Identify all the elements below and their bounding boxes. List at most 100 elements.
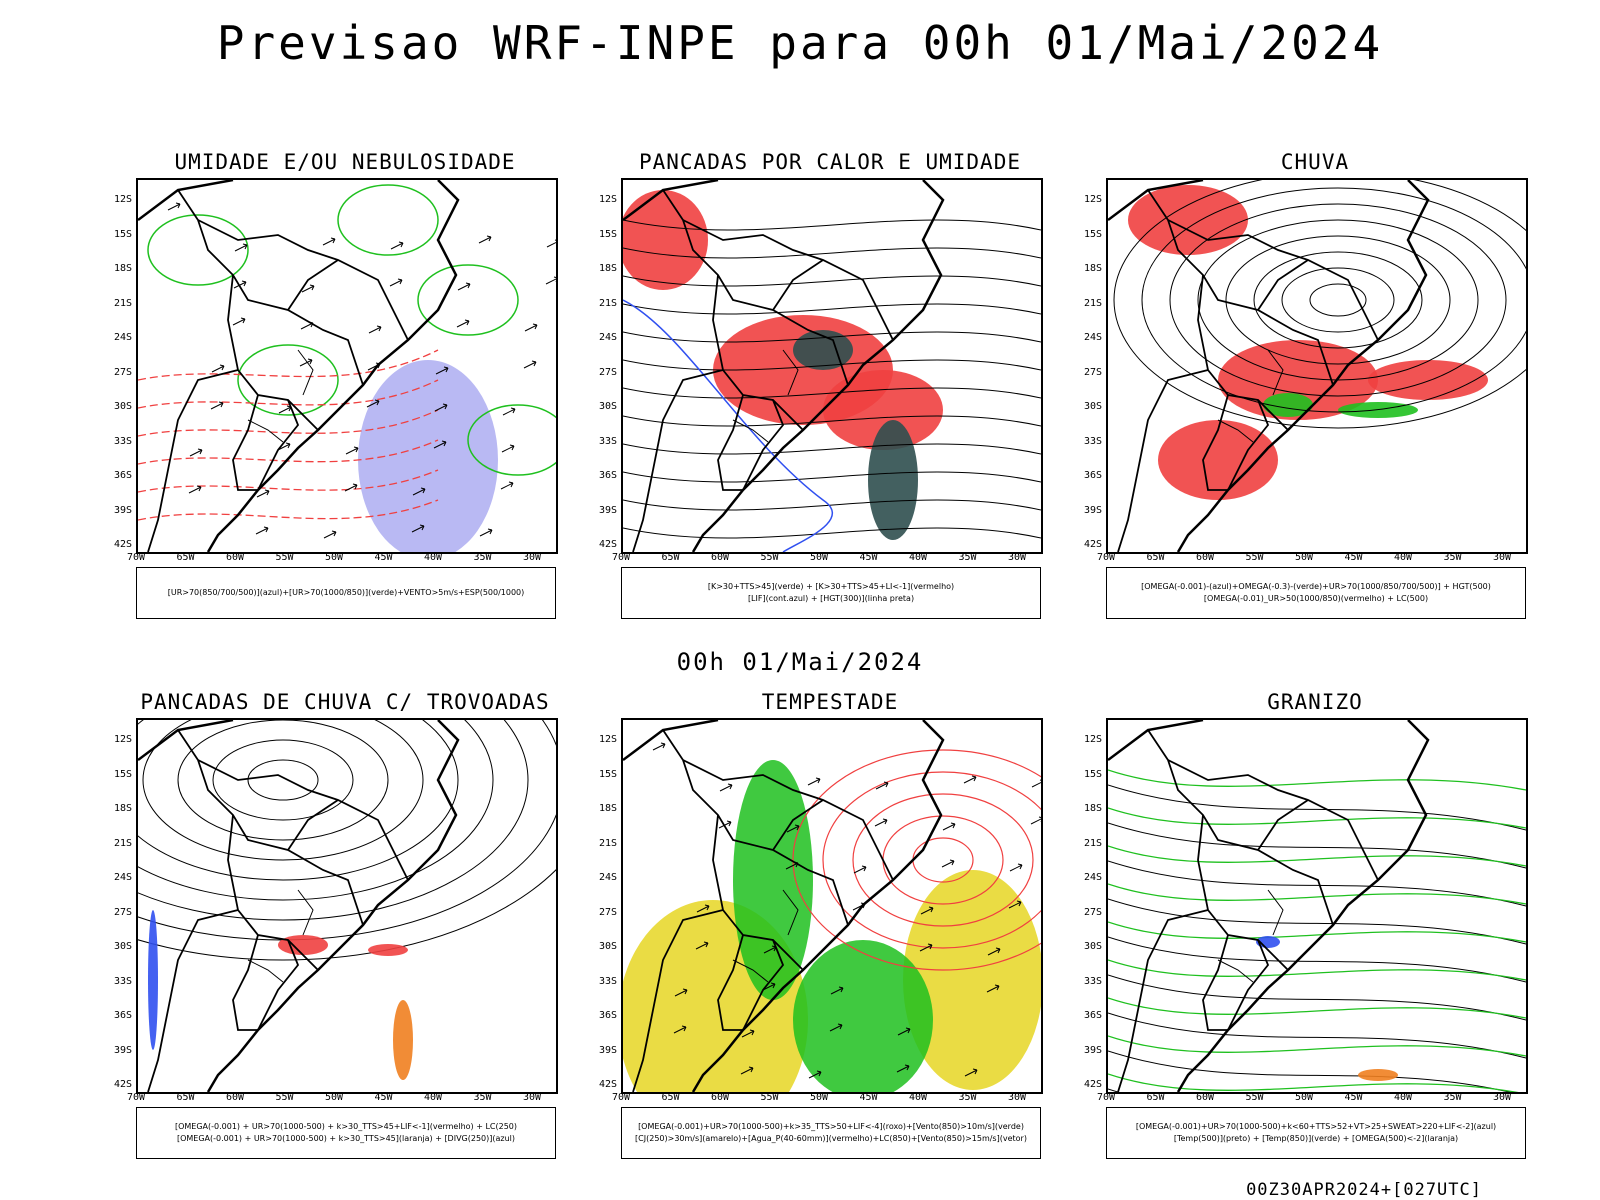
temp850-contour <box>1108 845 1526 867</box>
lat-tick-label: 24S <box>598 872 617 883</box>
lat-tick-label: 42S <box>113 539 132 550</box>
thickness-contour <box>138 409 439 437</box>
lat-tick-label: 36S <box>598 1010 617 1021</box>
lat-tick-label: 15S <box>113 768 132 780</box>
lon-tick-label: 30W <box>522 1092 542 1103</box>
country-border <box>632 369 724 552</box>
wind850-vector <box>696 904 710 913</box>
country-border <box>1202 934 1229 1031</box>
lat-tick-label: 18S <box>113 263 132 274</box>
legend-line: [CJ(250)>30m/s](amarelo)+[Agua_P(40-60mm… <box>635 1134 1027 1143</box>
heat-shower-area-li <box>623 190 708 290</box>
country-border <box>147 909 239 1092</box>
streamline-250 <box>138 869 556 961</box>
hgt500-contour <box>1281 267 1395 333</box>
lon-tick-label: 30W <box>522 552 542 563</box>
wind-vector <box>344 483 358 492</box>
lat-tick-label: 15S <box>1083 768 1102 780</box>
hgt300-contour <box>623 471 1041 483</box>
hgt300-contour <box>623 275 1041 287</box>
wind-vector <box>322 237 336 246</box>
lat-tick-label: 12S <box>598 194 617 205</box>
legend-line: [OMEGA(-0.001)-(azul)+OMEGA(-0.3)-(verde… <box>1141 582 1491 591</box>
country-border <box>197 219 409 341</box>
wind-vector <box>299 358 313 367</box>
panel-title: UMIDADE E/OU NEBULOSIDADE <box>174 150 516 174</box>
lon-tick-label: 50W <box>809 1092 829 1103</box>
panel-title: CHUVA <box>1280 150 1350 174</box>
omega500-area-orange <box>1358 1069 1398 1081</box>
hgt300-contour <box>623 247 1041 259</box>
wind850-vector <box>808 1070 822 1079</box>
rain-area-red <box>1158 420 1278 500</box>
wind-vector <box>390 241 404 250</box>
divergence-area-blue <box>148 910 158 1050</box>
country-border <box>197 759 409 881</box>
heat-shower-area-k <box>868 420 918 540</box>
country-border <box>232 394 259 491</box>
wind850-area <box>733 760 813 1000</box>
hgt500-contour <box>1141 187 1526 413</box>
lon-tick-label: 35W <box>958 1092 977 1103</box>
wind-vector <box>345 446 359 455</box>
state-border <box>297 889 314 936</box>
lat-tick-label: 24S <box>113 872 132 883</box>
lat-tick-label: 24S <box>1083 872 1102 883</box>
lon-tick-label: 45W <box>374 1092 393 1103</box>
lat-tick-label: 27S <box>1083 366 1102 378</box>
thunderstorm-area-red <box>368 944 408 956</box>
map-frame <box>136 178 558 554</box>
lat-tick-label: 33S <box>1083 435 1102 447</box>
map-thunderstorms <box>138 720 556 1092</box>
wind850-vector <box>674 988 688 997</box>
wind-vector <box>524 323 538 332</box>
lat-tick-label: 27S <box>598 906 617 918</box>
hgt300-contour <box>623 359 1041 371</box>
streamline-250 <box>138 720 494 901</box>
lon-tick-label: 50W <box>1294 552 1314 563</box>
temp500-contour <box>1108 1012 1526 1059</box>
country-border <box>1227 939 1270 1031</box>
lat-tick-label: 42S <box>113 1079 132 1090</box>
lon-tick-label: 30W <box>1007 552 1027 563</box>
run-timestamp: 00Z30APR2024+[027UTC] <box>1246 1180 1482 1200</box>
country-border <box>1257 259 1309 311</box>
lat-tick-label: 21S <box>1083 297 1102 309</box>
panel-title: PANCADAS DE CHUVA C/ TROVOADAS <box>140 690 550 714</box>
map-humidity <box>138 180 556 552</box>
state-border <box>297 349 314 396</box>
lon-tick-label: 30W <box>1492 552 1512 563</box>
wind-vector <box>479 528 493 537</box>
wind-vector <box>502 407 516 416</box>
lat-tick-label: 30S <box>113 941 132 952</box>
lat-tick-label: 39S <box>1083 504 1102 516</box>
state-border <box>1267 889 1284 936</box>
lon-tick-label: 30W <box>1007 1092 1027 1103</box>
temp500-contour <box>1108 974 1526 1021</box>
legend-box: [OMEGA(-0.001)+UR>70(1000-500)+k<60+TTS>… <box>1106 1107 1526 1159</box>
country-border <box>227 814 319 971</box>
lon-tick-label: 55W <box>760 1092 779 1103</box>
lc850-contour <box>792 749 1041 971</box>
lat-tick-label: 33S <box>598 435 617 447</box>
lat-tick-label: 12S <box>598 734 617 745</box>
wind-vector <box>366 399 380 408</box>
wind-vector <box>277 442 291 451</box>
panel-rain: CHUVA 12S 15S 18S 21S 24S 27S 30S 33S 36S 39S 42S 70… <box>1068 150 1548 620</box>
wind850-vector <box>1031 779 1041 788</box>
rain-area-red <box>1368 360 1488 400</box>
temp850-contour <box>1108 1073 1519 1092</box>
lon-tick-label: 45W <box>374 552 393 563</box>
lat-tick-label: 33S <box>1083 975 1102 987</box>
wind850-vector <box>741 1029 755 1038</box>
main-title: Previsao WRF-INPE para 00h 01/Mai/2024 <box>216 16 1384 70</box>
panel-title: GRANIZO <box>1267 690 1363 714</box>
lon-tick-label: 35W <box>958 552 977 563</box>
panel-thunderstorms: PANCADAS DE CHUVA C/ TROVOADAS 12S 15S 18S 2… <box>98 690 578 1160</box>
country-border <box>287 799 339 851</box>
country-border <box>742 939 785 1031</box>
humidity-area-upper <box>358 360 498 552</box>
lon-tick-label: 45W <box>859 552 878 563</box>
lon-tick-label: 45W <box>1344 1092 1363 1103</box>
lat-tick-label: 33S <box>598 975 617 987</box>
